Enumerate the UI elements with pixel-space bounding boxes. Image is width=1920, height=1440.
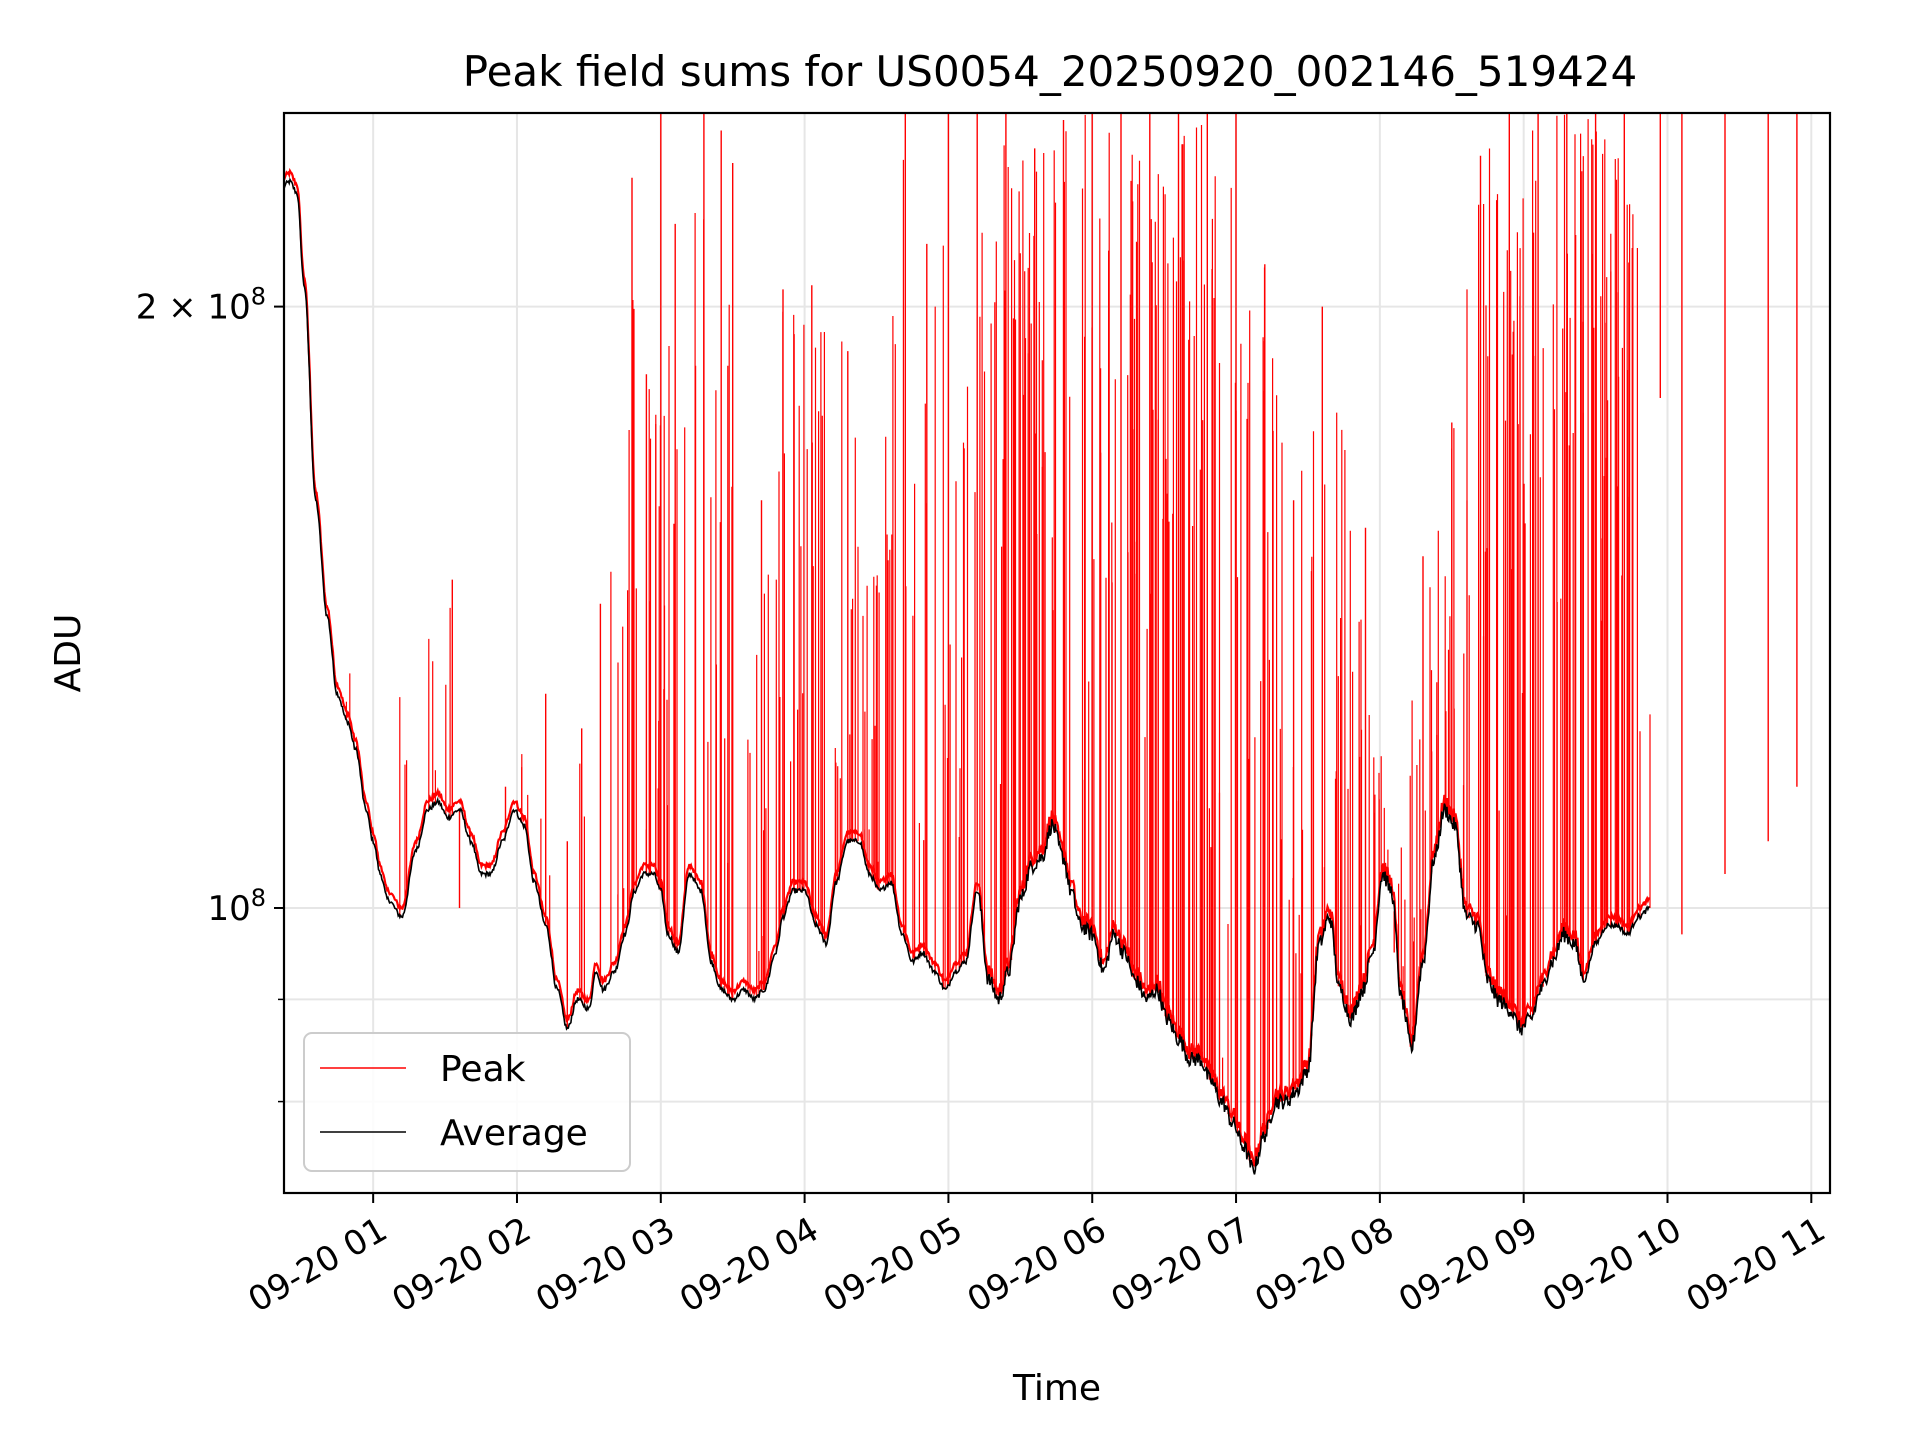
y-tick-label: 2 × 108: [136, 283, 266, 328]
legend-average-label: Average: [440, 1113, 588, 1154]
legend-peak-label: Peak: [440, 1049, 526, 1090]
y-axis-title: ADU: [48, 614, 89, 693]
legend: Peak Average: [304, 1033, 630, 1171]
chart-title: Peak field sums for US0054_20250920_0021…: [463, 47, 1638, 96]
x-axis-title: Time: [1012, 1368, 1101, 1409]
chart: Peak field sums for US0054_20250920_0021…: [0, 0, 1920, 1440]
